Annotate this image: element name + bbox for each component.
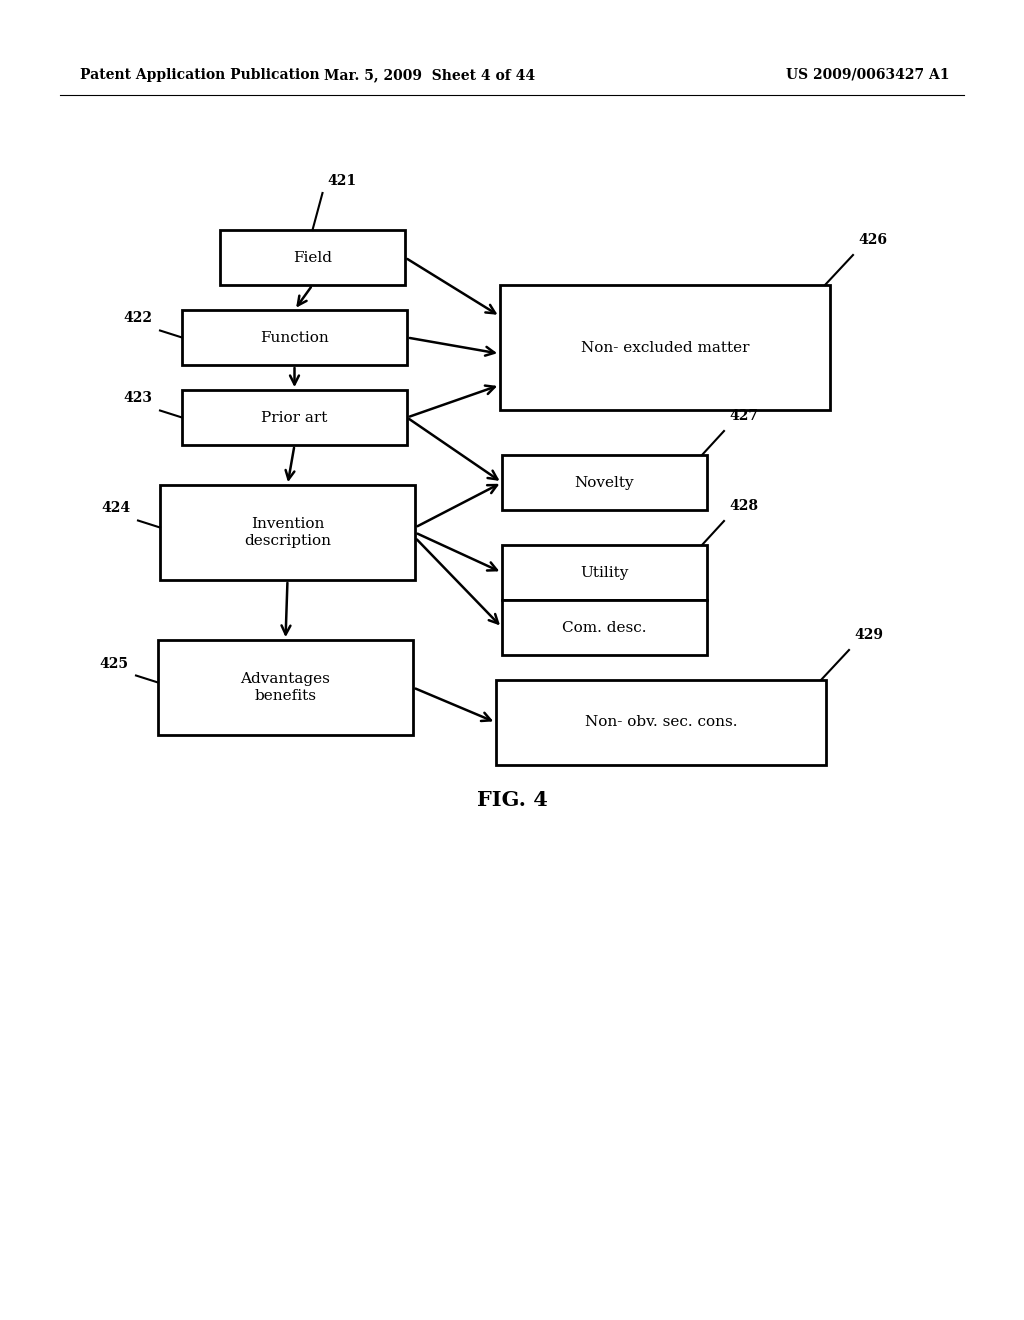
Bar bbox=[496, 680, 826, 766]
Text: Function: Function bbox=[260, 330, 329, 345]
Text: 427: 427 bbox=[729, 409, 758, 422]
Bar bbox=[220, 230, 406, 285]
Bar bbox=[500, 285, 830, 411]
Bar bbox=[182, 389, 407, 445]
Text: Mar. 5, 2009  Sheet 4 of 44: Mar. 5, 2009 Sheet 4 of 44 bbox=[325, 69, 536, 82]
Bar bbox=[502, 545, 707, 601]
Text: Non- obv. sec. cons.: Non- obv. sec. cons. bbox=[585, 715, 737, 730]
Text: 428: 428 bbox=[729, 499, 758, 513]
Text: Field: Field bbox=[293, 251, 332, 264]
Text: Advantages
benefits: Advantages benefits bbox=[241, 672, 331, 702]
Text: FIG. 4: FIG. 4 bbox=[476, 789, 548, 810]
Bar bbox=[160, 484, 415, 579]
Text: 429: 429 bbox=[854, 628, 883, 642]
Text: 422: 422 bbox=[123, 312, 152, 326]
Text: Invention
description: Invention description bbox=[244, 517, 331, 548]
Text: US 2009/0063427 A1: US 2009/0063427 A1 bbox=[786, 69, 950, 82]
Text: Patent Application Publication: Patent Application Publication bbox=[80, 69, 319, 82]
Text: Utility: Utility bbox=[581, 565, 629, 579]
Text: 426: 426 bbox=[858, 234, 887, 247]
Text: Com. desc.: Com. desc. bbox=[562, 620, 647, 635]
Bar bbox=[182, 310, 407, 366]
Text: Non- excluded matter: Non- excluded matter bbox=[581, 341, 750, 355]
Text: Novelty: Novelty bbox=[574, 475, 634, 490]
Text: 424: 424 bbox=[101, 502, 130, 516]
Bar bbox=[502, 601, 707, 655]
Text: 421: 421 bbox=[328, 174, 356, 187]
Text: 425: 425 bbox=[99, 656, 128, 671]
Bar bbox=[158, 640, 413, 735]
Bar bbox=[502, 455, 707, 510]
Text: Prior art: Prior art bbox=[261, 411, 328, 425]
Text: 423: 423 bbox=[123, 392, 152, 405]
